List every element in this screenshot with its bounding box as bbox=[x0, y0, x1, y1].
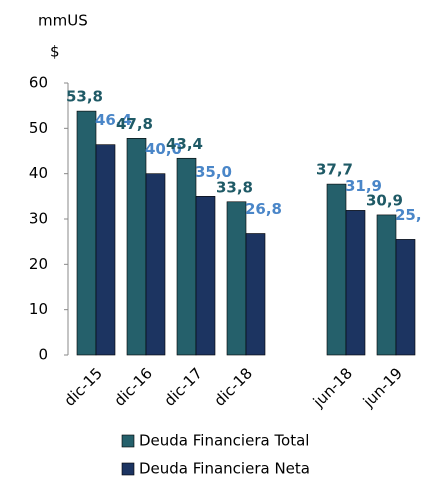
bar bbox=[376, 214, 397, 356]
x-tick-label: jun-18 bbox=[309, 364, 356, 411]
y-axis-label: $ bbox=[50, 43, 60, 61]
bar bbox=[76, 110, 97, 356]
x-tick-label: jun-19 bbox=[359, 364, 406, 411]
value-label: 31,9 bbox=[345, 177, 382, 195]
value-label: 43,4 bbox=[166, 135, 203, 153]
bar bbox=[145, 173, 166, 356]
bar bbox=[126, 138, 147, 356]
bar bbox=[345, 210, 366, 356]
bar bbox=[326, 183, 347, 356]
y-tick-label: 0 bbox=[38, 346, 48, 364]
bar bbox=[245, 233, 266, 356]
bar bbox=[195, 196, 216, 356]
bar bbox=[95, 144, 116, 356]
value-label: 40,0 bbox=[145, 140, 182, 158]
y-axis-label: mmUS bbox=[38, 12, 88, 30]
bar bbox=[226, 201, 247, 356]
x-tick-label: dic-16 bbox=[110, 364, 156, 410]
y-tick-label: 10 bbox=[29, 300, 48, 318]
bar bbox=[176, 157, 197, 356]
x-tick-label: dic-17 bbox=[160, 364, 206, 410]
value-label: 33,8 bbox=[216, 178, 253, 196]
x-tick-label: dic-18 bbox=[210, 364, 256, 410]
y-tick-label: 20 bbox=[29, 255, 48, 273]
legend-label: Deuda Financiera Total bbox=[139, 432, 309, 450]
value-label: 30,9 bbox=[366, 191, 403, 209]
y-tick-label: 50 bbox=[29, 119, 48, 137]
legend-swatch bbox=[121, 434, 135, 448]
value-label: 25,5 bbox=[395, 206, 422, 224]
y-tick-label: 60 bbox=[29, 74, 48, 92]
y-tick-label: 40 bbox=[29, 164, 48, 182]
legend-swatch bbox=[121, 462, 135, 476]
y-tick-label: 30 bbox=[29, 210, 48, 228]
value-label: 53,8 bbox=[66, 88, 103, 106]
value-label: 37,7 bbox=[316, 161, 353, 179]
bar bbox=[395, 239, 416, 356]
value-label: 35,0 bbox=[195, 163, 232, 181]
value-label: 47,8 bbox=[116, 115, 153, 133]
legend-label: Deuda Financiera Neta bbox=[139, 460, 310, 478]
value-label: 26,8 bbox=[245, 200, 282, 218]
value-label: 46,4 bbox=[95, 111, 132, 129]
x-tick-label: dic-15 bbox=[60, 364, 106, 410]
